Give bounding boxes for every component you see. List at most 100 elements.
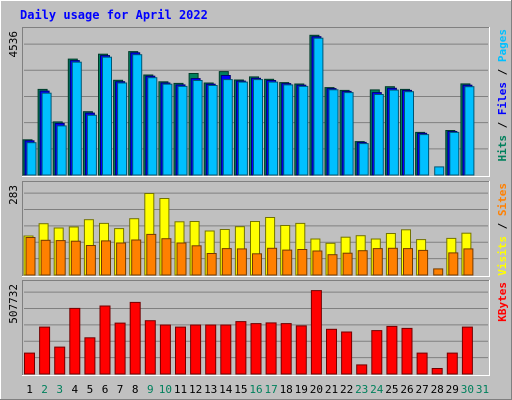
bar-sites-day-14 — [221, 248, 232, 276]
bar-pages-day-3 — [56, 125, 67, 176]
bar-pages-day-28 — [434, 166, 445, 176]
panel-top-legend: Hits / Files / Pages — [496, 29, 509, 162]
bar-pages-day-7 — [117, 82, 128, 176]
bar-pages-day-15 — [237, 81, 248, 176]
bar-pages-day-4 — [71, 61, 82, 176]
bar-sites-day-26 — [403, 248, 413, 276]
chart-title: Daily usage for April 2022 — [20, 8, 208, 22]
bar-sites-day-29 — [448, 252, 459, 276]
x-tick-label-day-16: 16 — [249, 383, 262, 396]
bar-pages-day-17 — [268, 81, 279, 176]
bar-pages-day-30 — [464, 86, 475, 176]
x-tick-label-day-24: 24 — [370, 383, 384, 396]
bar-sites-day-1 — [25, 237, 36, 276]
bar-kbytes-day-28 — [431, 368, 443, 375]
x-tick-label-day-4: 4 — [71, 383, 78, 396]
bar-sites-day-9 — [146, 233, 157, 276]
x-tick-label-day-20: 20 — [310, 383, 323, 396]
bar-sites-day-28 — [433, 268, 444, 276]
bar-sites-day-17 — [267, 247, 278, 276]
bar-kbytes-day-18 — [280, 323, 292, 375]
bar-pages-day-23 — [358, 143, 369, 176]
x-tick-label-day-12: 12 — [189, 383, 202, 396]
panel-bottom-max-label: 507732 — [7, 284, 20, 324]
chart-panels: 4536 Hits / Files / Pages 283 Visits / Site… — [7, 27, 509, 376]
panel-middle: 283 Visits / Sites — [7, 181, 509, 277]
panel-bottom: 507732 KBytes — [7, 280, 509, 376]
bar-sites-day-3 — [55, 240, 66, 276]
panel-top: 4536 Hits / Files / Pages — [7, 27, 509, 177]
bar-kbytes-day-20 — [310, 290, 322, 375]
bar-kbytes-day-22 — [341, 331, 353, 375]
legend-part: / — [496, 62, 509, 82]
x-tick-label-day-25: 25 — [385, 383, 398, 396]
series-kbytes — [24, 290, 473, 375]
panel-top-max-label: 4536 — [7, 31, 20, 58]
bar-sites-day-11 — [176, 242, 187, 276]
bar-sites-day-25 — [387, 247, 398, 276]
x-tick-label-day-29: 29 — [446, 383, 459, 396]
bar-pages-day-18 — [283, 84, 294, 176]
bar-sites-day-20 — [312, 250, 323, 276]
x-tick-label-day-10: 10 — [159, 383, 172, 396]
x-tick-label-day-5: 5 — [87, 383, 94, 396]
legend-part: Visits — [496, 236, 509, 276]
bar-kbytes-day-26 — [401, 327, 413, 375]
bar-kbytes-day-8 — [129, 301, 141, 375]
bar-pages-day-14 — [222, 79, 233, 176]
bar-sites-day-30 — [463, 248, 474, 276]
bar-pages-day-9 — [147, 77, 158, 176]
bar-kbytes-day-3 — [54, 346, 66, 375]
bar-kbytes-day-12 — [190, 324, 202, 375]
bar-kbytes-day-27 — [416, 352, 428, 375]
bar-pages-day-2 — [41, 92, 52, 176]
bar-kbytes-day-19 — [295, 325, 307, 375]
bar-kbytes-day-7 — [114, 322, 126, 375]
x-tick-label-day-13: 13 — [204, 383, 217, 396]
bar-kbytes-day-16 — [250, 323, 262, 375]
bar-kbytes-day-14 — [220, 324, 232, 375]
bar-kbytes-day-11 — [175, 326, 186, 375]
bar-kbytes-day-21 — [326, 328, 337, 375]
x-tick-label-day-30: 30 — [461, 383, 474, 396]
bar-sites-day-23 — [357, 250, 368, 276]
bar-sites-day-2 — [40, 239, 51, 276]
bar-pages-day-22 — [343, 92, 354, 176]
bar-sites-day-18 — [282, 249, 293, 276]
legend-part: Files — [496, 82, 509, 115]
x-tick-label-day-1: 1 — [26, 383, 33, 396]
x-tick-label-day-3: 3 — [56, 383, 63, 396]
series-sites — [25, 233, 474, 276]
bar-pages-day-25 — [388, 89, 399, 176]
bar-kbytes-day-2 — [39, 326, 51, 375]
bar-pages-day-1 — [26, 142, 37, 176]
bar-sites-day-4 — [70, 240, 81, 276]
bar-kbytes-day-10 — [159, 324, 171, 375]
x-tick-label-day-22: 22 — [340, 383, 353, 396]
bar-pages-day-11 — [177, 85, 188, 176]
bar-pages-day-12 — [192, 80, 203, 176]
legend-part: / — [496, 115, 509, 135]
x-tick-label-day-26: 26 — [400, 383, 413, 396]
x-tick-label-day-19: 19 — [295, 383, 308, 396]
x-tick-label-day-18: 18 — [280, 383, 293, 396]
x-tick-label-day-9: 9 — [147, 383, 154, 396]
bar-sites-day-24 — [372, 248, 383, 276]
bar-pages-day-21 — [328, 89, 339, 176]
legend-part: KBytes — [496, 282, 509, 322]
bar-pages-day-29 — [449, 131, 460, 176]
bar-pages-day-19 — [298, 85, 309, 176]
bar-kbytes-day-29 — [446, 352, 458, 375]
x-tick-label-day-14: 14 — [219, 383, 233, 396]
bar-pages-day-27 — [419, 134, 430, 176]
bar-kbytes-day-9 — [144, 320, 156, 375]
x-axis-labels: 1 2 3 4 5 6 7 8 9 10 11 12 13 14 15 16 17 18 19 20 21 22 23 24 2… — [26, 383, 489, 396]
bar-kbytes-day-4 — [69, 307, 81, 375]
bar-kbytes-day-1 — [24, 352, 35, 375]
x-tick-label-day-17: 17 — [264, 383, 277, 396]
legend-part: Pages — [496, 29, 509, 62]
bar-pages-day-16 — [253, 79, 263, 176]
x-tick-label-day-7: 7 — [117, 383, 124, 396]
x-tick-label-day-2: 2 — [41, 383, 48, 396]
